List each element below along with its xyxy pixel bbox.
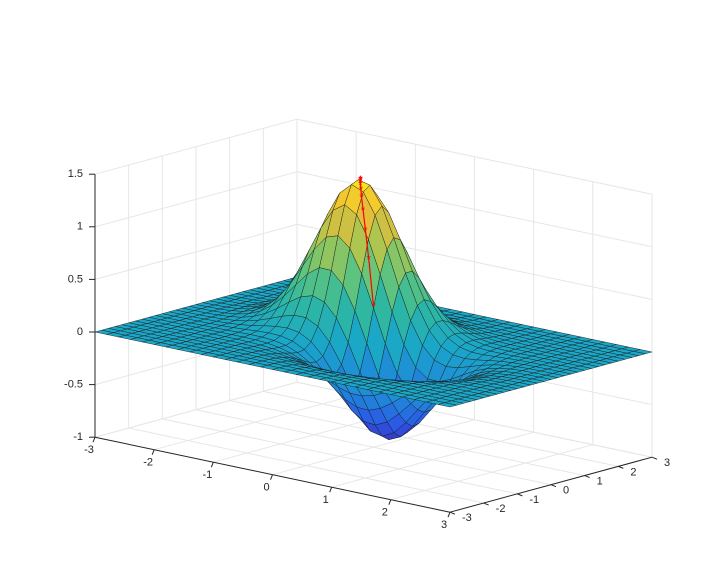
z-tick-label: -1 [73, 431, 83, 443]
x-tick-label: 3 [441, 519, 447, 531]
path-point-marker: * [359, 174, 364, 186]
path-point-marker: * [358, 177, 363, 189]
z-tick-label: 0 [77, 326, 83, 338]
x-tick-label: -2 [143, 457, 153, 469]
x-tick-mark [270, 474, 273, 480]
path-point-marker: * [358, 179, 363, 191]
tick-labels: -3 -2 -1 0 1 2 3 -3 -2 -1 0 1 2 3 -1 -0.5 0 0.5 1 1.5 [64, 168, 670, 531]
x-tick-mark [210, 462, 214, 468]
y-tick-label: 1 [597, 475, 603, 487]
side-wall-gridline-z [94, 171, 298, 228]
x-tick-label: 1 [323, 494, 329, 506]
path-line [359, 178, 375, 307]
x-tick-mark [447, 512, 451, 518]
floor-gridline-y [263, 390, 619, 467]
x-tick-mark [329, 487, 333, 493]
surface-mesh [94, 179, 653, 441]
x-tick-label: 0 [263, 482, 269, 494]
axis-lines [89, 173, 658, 518]
side-wall-gridline-z [94, 223, 298, 280]
y-tick-label: 0 [563, 485, 569, 497]
y-tick-label: 2 [630, 466, 636, 478]
z-tick-label: -0.5 [64, 379, 83, 391]
x-tick-mark [151, 449, 155, 455]
path-point-marker: * [363, 225, 368, 237]
descent-path: *********** [358, 174, 376, 313]
floor-gridline-y [229, 400, 585, 477]
y-tick-mark [483, 502, 489, 506]
y-tick-mark [449, 511, 456, 515]
path-point-marker: * [358, 174, 363, 186]
x-tick-mark [92, 437, 96, 443]
floor-gridline-y [195, 409, 552, 486]
x-tick-label: -1 [202, 469, 212, 481]
path-point-marker: * [358, 175, 363, 187]
path-point-marker: * [359, 184, 364, 196]
floor-gridline-y [162, 418, 518, 495]
path-point-marker: * [359, 192, 364, 204]
y-tick-label: -3 [462, 512, 472, 524]
path-point-marker: * [361, 205, 366, 217]
floor-gridline-y [128, 427, 484, 504]
y-tick-mark [517, 493, 523, 497]
path-point-marker: * [367, 253, 372, 265]
z-tick-label: 1 [77, 221, 83, 233]
y-tick-label: 3 [664, 457, 670, 469]
y-tick-mark [618, 465, 624, 469]
back-wall-gridline-z [296, 118, 653, 195]
path-point-marker: * [371, 301, 376, 313]
x-tick-mark [388, 499, 392, 505]
y-tick-mark [584, 475, 590, 478]
side-wall-gridline-z [94, 381, 298, 438]
surface-patch [438, 402, 457, 408]
z-tick-label: 1.5 [68, 168, 83, 180]
side-wall-gridline-z [94, 118, 298, 175]
x-tick-label: -3 [84, 444, 94, 456]
y-tick-label: -1 [529, 494, 539, 506]
y-tick-label: -2 [496, 503, 506, 515]
y-tick-mark [550, 484, 557, 488]
x-tick-label: 2 [382, 507, 388, 519]
z-tick-label: 0.5 [68, 273, 83, 285]
y-tick-mark [651, 456, 658, 460]
